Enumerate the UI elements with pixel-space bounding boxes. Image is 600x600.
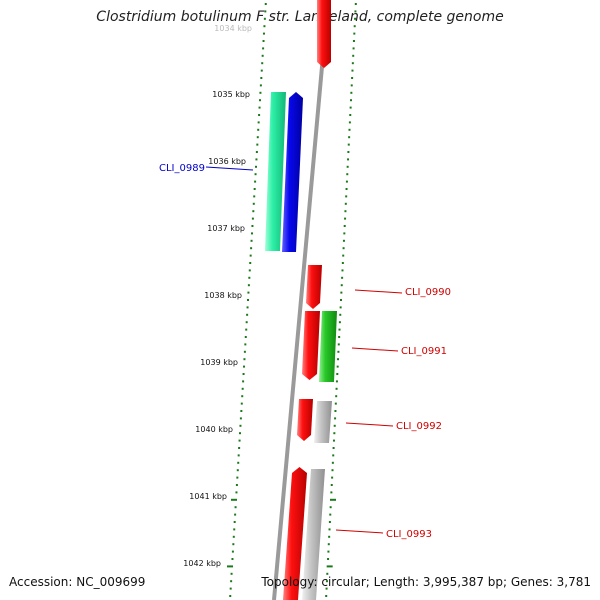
- ruler-left: [227, 3, 267, 597]
- ruler-right: [325, 3, 357, 597]
- callout-line-cli-0992: [345, 422, 394, 427]
- gene-cli-0989-teal[interactable]: [265, 92, 286, 251]
- gene-label-cli-0989[interactable]: CLI_0989: [159, 163, 205, 174]
- gene-cli-0992-red[interactable]: [297, 399, 313, 441]
- gene-label-cli-0993[interactable]: CLI_0993: [386, 529, 432, 540]
- gene-label-cli-0992[interactable]: CLI_0992: [396, 421, 442, 432]
- genome-title: Clostridium botulinum F str. Langeland, …: [96, 9, 504, 25]
- gene-track: [265, 0, 337, 600]
- kbp-label: 1036 kbp: [208, 157, 246, 166]
- accession-text: Accession: NC_009699: [9, 575, 146, 589]
- kbp-label: 1041 kbp: [189, 492, 227, 501]
- kbp-label: 1040 kbp: [195, 425, 233, 434]
- callout-line-cli-0989: [205, 166, 254, 171]
- kbp-label: 1042 kbp: [183, 559, 221, 568]
- kbp-label: 1035 kbp: [212, 90, 250, 99]
- gene-top-red[interactable]: [317, 0, 331, 68]
- genome-summary-text: Topology: circular; Length: 3,995,387 bp…: [261, 575, 591, 589]
- kbp-label: 1037 kbp: [207, 224, 245, 233]
- callout-line-cli-0993: [335, 529, 384, 534]
- gene-cli-0991-red[interactable]: [302, 311, 320, 380]
- gene-callouts: CLI_0989 CLI_0990 CLI_0991 CLI_0992 CLI_…: [159, 163, 451, 540]
- gene-cli-0993-grey[interactable]: [302, 469, 325, 600]
- gene-label-cli-0991[interactable]: CLI_0991: [401, 346, 447, 357]
- gene-cli-0989-blue[interactable]: [282, 92, 303, 252]
- genome-backbone: [272, 0, 330, 600]
- callout-line-cli-0990: [354, 289, 403, 294]
- callout-line-cli-0991: [351, 347, 399, 352]
- gene-cli-0993-red[interactable]: [283, 467, 307, 600]
- gene-cli-0992-grey[interactable]: [314, 401, 332, 443]
- gene-cli-0991-green[interactable]: [319, 311, 337, 382]
- gene-label-cli-0990[interactable]: CLI_0990: [405, 287, 451, 298]
- kbp-label: 1034 kbp: [214, 24, 252, 33]
- kbp-label: 1038 kbp: [204, 291, 242, 300]
- kbp-label-group: 1034 kbp 1035 kbp 1036 kbp 1037 kbp 1038…: [183, 24, 252, 568]
- gene-cli-0990[interactable]: [306, 265, 322, 309]
- kbp-label: 1039 kbp: [200, 358, 238, 367]
